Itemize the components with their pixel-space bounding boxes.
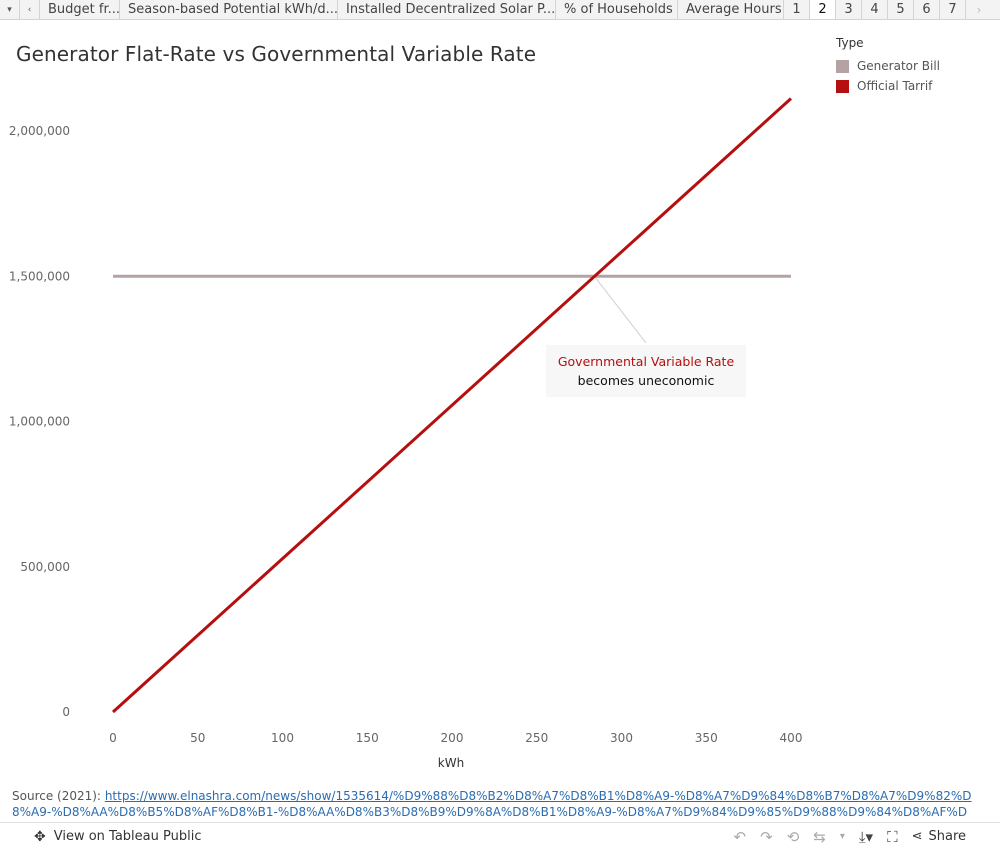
line-chart: 0 500,000 1,000,000 1,500,000 2,000,000 0 50 10… — [9, 97, 803, 770]
annotation-text-line1: Governmental Variable Rate — [558, 354, 735, 369]
tab-average-hours[interactable]: Average Hours — [678, 0, 784, 19]
share-button[interactable]: ⋖ Share — [912, 829, 966, 844]
series-line-official-tarrif — [111, 97, 793, 714]
source-link[interactable]: https://www.elnashra.com/news/show/15356… — [12, 789, 972, 816]
refresh-icon[interactable]: ⇆ — [813, 827, 826, 846]
tab-season-potential[interactable]: Season-based Potential kWh/d... — [120, 0, 338, 19]
x-tick-label: 350 — [695, 731, 718, 745]
tab-5[interactable]: 5 — [888, 0, 914, 19]
source-note: Source (2021): https://www.elnashra.com/… — [12, 788, 972, 816]
x-tick-label: 300 — [610, 731, 633, 745]
pause-dropdown-icon[interactable]: ▾ — [839, 831, 845, 842]
x-tick-label: 200 — [441, 731, 464, 745]
tab-budget[interactable]: Budget fr... — [40, 0, 120, 19]
share-label: Share — [928, 829, 966, 844]
revert-icon[interactable]: ⟲ — [786, 827, 800, 846]
view-on-tableau-label: View on Tableau Public — [53, 829, 202, 844]
legend-item-official-tarrif[interactable]: Official Tarrif — [836, 76, 940, 96]
tab-prev-icon[interactable]: ‹ — [20, 0, 40, 19]
tableau-logo-icon: ✥ — [34, 828, 46, 845]
undo-icon[interactable]: ↶ — [733, 827, 747, 846]
tab-1[interactable]: 1 — [784, 0, 810, 19]
source-label: Source (2021): — [12, 789, 101, 803]
x-tick-label: 0 — [109, 731, 117, 745]
chart-title: Generator Flat-Rate vs Governmental Vari… — [16, 42, 537, 66]
tab-3[interactable]: 3 — [836, 0, 862, 19]
legend: Type Generator Bill Official Tarrif — [836, 36, 940, 96]
share-icon: ⋖ — [911, 829, 923, 844]
annotation-text-line2: becomes uneconomic — [578, 373, 715, 388]
y-tick-label: 0 — [62, 705, 70, 719]
tab-2[interactable]: 2 — [810, 0, 836, 19]
legend-label-generator-bill: Generator Bill — [857, 59, 940, 73]
tab-installed-solar[interactable]: Installed Decentralized Solar P... — [338, 0, 556, 19]
annotation-box — [546, 345, 746, 397]
x-tick-label: 100 — [271, 731, 294, 745]
tab-households[interactable]: % of Households — [556, 0, 678, 19]
x-axis-label: kWh — [438, 756, 464, 770]
tab-6[interactable]: 6 — [914, 0, 940, 19]
fullscreen-icon[interactable]: ⛶ — [887, 827, 898, 846]
tableau-footer: ✥ View on Tableau Public ↶ ↷ ⟲ ⇆ ▾ ⤓▾ ⛶ … — [0, 822, 1000, 850]
legend-item-generator-bill[interactable]: Generator Bill — [836, 56, 940, 76]
legend-swatch-official-tarrif — [836, 79, 849, 93]
footer-toolbar: ↶ ↷ ⟲ ⇆ ▾ ⤓▾ ⛶ ⋖ Share — [734, 828, 966, 846]
redo-icon[interactable]: ↷ — [760, 827, 773, 846]
view-on-tableau-button[interactable]: ✥ View on Tableau Public — [34, 829, 201, 845]
x-tick-label: 250 — [525, 731, 548, 745]
x-tick-label: 400 — [780, 731, 803, 745]
tab-4[interactable]: 4 — [862, 0, 888, 19]
y-tick-label: 1,500,000 — [9, 269, 70, 283]
y-tick-label: 500,000 — [20, 560, 70, 574]
legend-title: Type — [836, 36, 864, 50]
download-icon[interactable]: ⤓▾ — [858, 827, 874, 846]
y-tick-label: 2,000,000 — [9, 124, 70, 138]
x-tick-label: 50 — [190, 731, 205, 745]
legend-swatch-generator-bill — [836, 59, 849, 73]
y-tick-label: 1,000,000 — [9, 415, 70, 429]
legend-label-official-tarrif: Official Tarrif — [857, 79, 933, 93]
x-tick-label: 150 — [356, 731, 379, 745]
tab-7[interactable]: 7 — [940, 0, 966, 19]
annotation-leader-line — [593, 275, 647, 344]
tab-menu-icon[interactable]: ▾ — [0, 0, 20, 19]
sheet-tab-bar: ▾ ‹ Budget fr... Season-based Potential … — [0, 0, 1000, 20]
tab-next-icon[interactable]: › — [976, 2, 982, 17]
